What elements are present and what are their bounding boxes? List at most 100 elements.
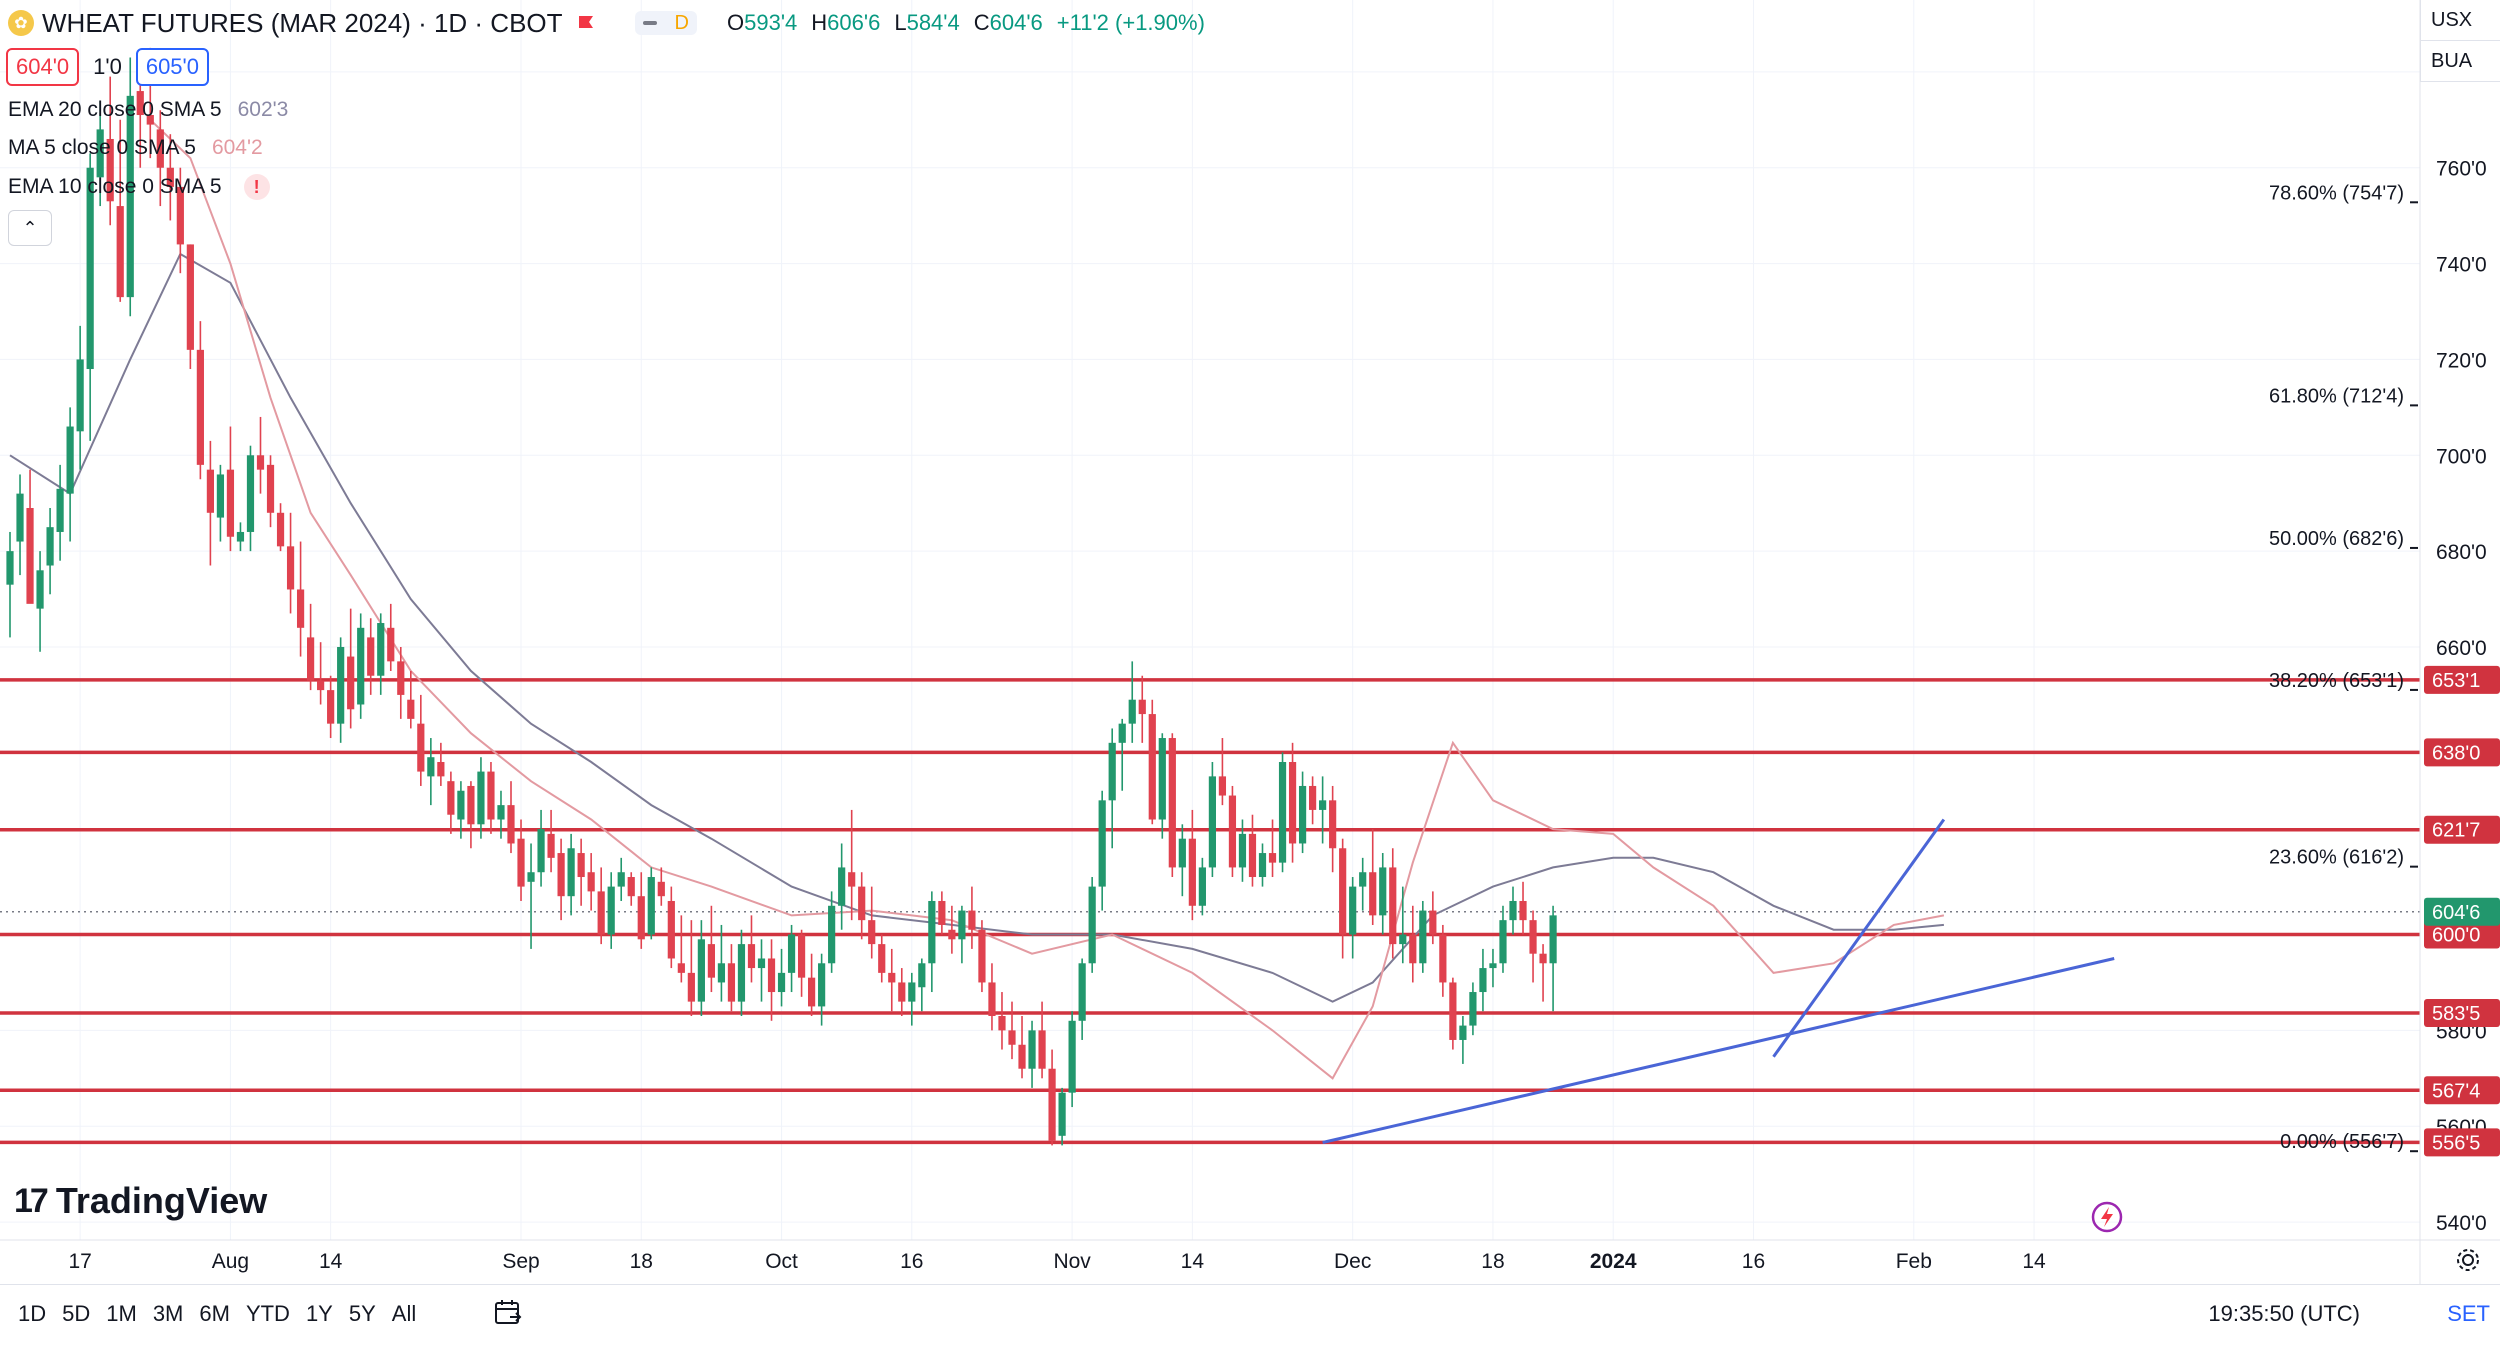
range-button-all[interactable]: All xyxy=(391,1301,417,1326)
candle[interactable] xyxy=(1339,838,1347,959)
candle[interactable] xyxy=(226,426,235,552)
candle[interactable] xyxy=(497,790,505,839)
candle[interactable] xyxy=(176,167,184,274)
candles[interactable] xyxy=(6,47,1557,1146)
candle[interactable] xyxy=(727,944,736,1012)
candle[interactable] xyxy=(988,963,996,1031)
candle[interactable] xyxy=(1268,819,1277,878)
candle[interactable] xyxy=(46,508,54,595)
candle[interactable] xyxy=(717,924,726,1002)
ask-price[interactable]: 605'0 xyxy=(135,48,209,86)
candle[interactable] xyxy=(868,886,876,959)
candle[interactable] xyxy=(757,939,766,1002)
candle[interactable] xyxy=(1258,843,1267,887)
candle[interactable] xyxy=(818,953,826,1026)
range-button-1m[interactable]: 1M xyxy=(106,1301,137,1326)
candle[interactable] xyxy=(1178,824,1186,897)
candle[interactable] xyxy=(487,762,495,834)
candle[interactable] xyxy=(256,416,265,494)
range-button-6m[interactable]: 6M xyxy=(199,1301,230,1326)
price-chart[interactable]: 78.60% (754'7) 61.80% (712'4) 50.00% (682'… xyxy=(0,0,2500,1284)
candle[interactable] xyxy=(1158,733,1166,839)
candle[interactable] xyxy=(357,613,365,719)
candle[interactable] xyxy=(978,920,986,993)
lightning-icon[interactable] xyxy=(2090,1200,2124,1234)
candle[interactable] xyxy=(327,675,335,739)
candle[interactable] xyxy=(527,843,535,949)
range-button-3m[interactable]: 3M xyxy=(152,1301,184,1326)
calendar-icon[interactable] xyxy=(492,1297,524,1329)
candle[interactable] xyxy=(1549,905,1557,1012)
candle[interactable] xyxy=(838,843,846,930)
candle[interactable] xyxy=(347,608,355,729)
candle[interactable] xyxy=(126,57,134,317)
candle[interactable] xyxy=(1088,877,1096,973)
candle[interactable] xyxy=(898,968,906,1016)
candle[interactable] xyxy=(467,781,475,849)
range-button-1y[interactable]: 1Y xyxy=(305,1301,333,1326)
candle[interactable] xyxy=(707,905,715,993)
range-button-5d[interactable]: 5D xyxy=(62,1301,91,1326)
candle[interactable] xyxy=(797,929,806,997)
candle[interactable] xyxy=(1008,1001,1016,1060)
indicator-ma5[interactable]: MA 5 close 0 SMA 5 604'2 xyxy=(8,136,263,159)
candle[interactable] xyxy=(888,948,896,1012)
candle[interactable] xyxy=(1098,790,1106,911)
trendline[interactable] xyxy=(1772,818,1946,1058)
candle[interactable] xyxy=(657,867,665,906)
candle[interactable] xyxy=(1499,905,1507,973)
candle[interactable] xyxy=(296,541,305,657)
candle[interactable] xyxy=(848,809,856,921)
candle[interactable] xyxy=(1349,877,1357,959)
candle[interactable] xyxy=(16,474,24,576)
candle[interactable] xyxy=(918,958,926,1012)
candle[interactable] xyxy=(557,838,565,921)
candle[interactable] xyxy=(928,891,936,993)
candle[interactable] xyxy=(286,512,295,614)
candle[interactable] xyxy=(6,531,14,638)
candle[interactable] xyxy=(537,809,545,887)
candle[interactable] xyxy=(617,857,625,901)
candle[interactable] xyxy=(627,872,635,906)
scale-options[interactable]: USX BUA xyxy=(2420,0,2500,82)
candle[interactable] xyxy=(367,618,375,695)
range-button-1d[interactable]: 1D xyxy=(18,1301,47,1326)
candle[interactable] xyxy=(1248,814,1257,887)
candle[interactable] xyxy=(737,929,746,1016)
candle[interactable] xyxy=(878,934,886,983)
candle[interactable] xyxy=(587,853,595,911)
flag-icon[interactable] xyxy=(577,14,595,32)
candle[interactable] xyxy=(1309,776,1317,825)
candle[interactable] xyxy=(186,244,194,370)
warning-icon[interactable]: ! xyxy=(243,174,270,200)
collapse-legend-button[interactable]: ⌃ xyxy=(8,210,52,246)
candle[interactable] xyxy=(908,972,916,1026)
candle[interactable] xyxy=(86,153,94,441)
candle[interactable] xyxy=(958,905,966,964)
candle[interactable] xyxy=(1208,762,1216,878)
candle[interactable] xyxy=(1048,1049,1056,1146)
candle[interactable] xyxy=(397,646,405,719)
candle[interactable] xyxy=(206,440,214,566)
candle[interactable] xyxy=(276,503,285,552)
candle[interactable] xyxy=(1439,924,1447,997)
candle[interactable] xyxy=(166,134,174,221)
tradingview-logo[interactable]: 17 TradingView xyxy=(14,1180,268,1221)
candle[interactable] xyxy=(1288,742,1297,863)
trendline[interactable] xyxy=(1322,957,2115,1144)
candle[interactable] xyxy=(1479,948,1487,1012)
symbol-title[interactable]: WHEAT FUTURES (MAR 2024) · 1D · CBOT xyxy=(42,7,563,38)
candle[interactable] xyxy=(1058,1087,1066,1146)
candle[interactable] xyxy=(106,76,114,226)
candle[interactable] xyxy=(1108,728,1116,849)
indicator-ema20[interactable]: EMA 20 close 0 SMA 5 602'3 xyxy=(8,98,289,121)
candle[interactable] xyxy=(427,738,435,806)
candle[interactable] xyxy=(808,953,816,1016)
candle[interactable] xyxy=(1138,675,1146,743)
candle[interactable] xyxy=(1519,881,1527,935)
candle[interactable] xyxy=(687,920,695,1016)
candle[interactable] xyxy=(1539,944,1547,1002)
candle[interactable] xyxy=(1409,905,1417,983)
indicator-ema10[interactable]: EMA 10 close 0 SMA 5! xyxy=(8,174,270,200)
candle[interactable] xyxy=(1329,785,1337,873)
